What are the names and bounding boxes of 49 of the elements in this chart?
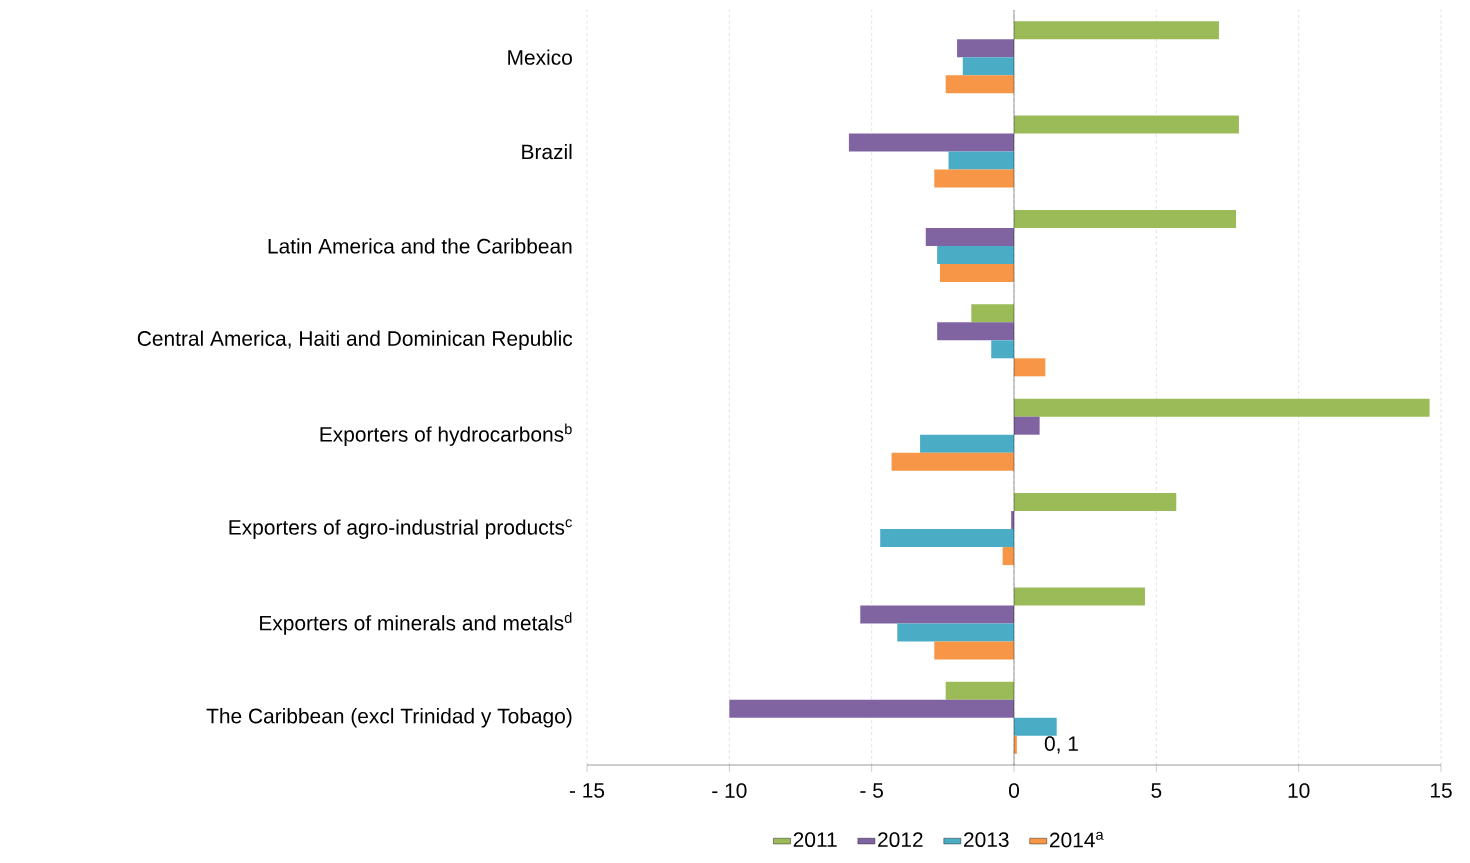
y-tick-label: Exporters of agro-industrial products$^{c}$ — [229, 519, 572, 539]
y-tick-label: Mexico — [508, 49, 572, 65]
bar — [891, 452, 1014, 471]
bar — [945, 75, 1014, 94]
bar — [945, 681, 1014, 700]
bar — [971, 304, 1014, 323]
y-tick-label: Exporters of hydrocarbons$^{b}$ — [320, 423, 572, 446]
bar — [1014, 115, 1239, 134]
legend-label: 2012 — [878, 832, 923, 848]
bar — [934, 169, 1014, 188]
bar — [1014, 416, 1040, 435]
x-tick-label: - 5 — [860, 783, 883, 798]
x-tick-label: - 10 — [712, 783, 747, 798]
y-tick-label: Exporters of minerals and metals$^{d}$ — [260, 612, 572, 635]
x-tick-label: 0 — [1009, 783, 1019, 798]
bar — [1014, 493, 1177, 512]
bar — [920, 434, 1014, 453]
x-tick-label: - 15 — [569, 783, 605, 798]
bar — [897, 623, 1014, 642]
bar — [848, 133, 1014, 152]
bar — [948, 151, 1014, 170]
x-tick-label: 5 — [1151, 783, 1162, 798]
bar — [962, 57, 1014, 76]
bar — [1014, 717, 1057, 736]
bar — [1014, 209, 1237, 228]
bar — [937, 245, 1014, 264]
y-tick-label: Brazil — [522, 143, 572, 160]
bar — [1014, 358, 1046, 377]
bar — [957, 39, 1014, 58]
bar — [880, 529, 1014, 548]
bar — [1014, 21, 1219, 40]
bar — [1014, 587, 1145, 606]
bar — [991, 340, 1014, 359]
y-tick-label: Central America, Haiti and Dominican Republic — [137, 330, 573, 351]
bar — [729, 699, 1014, 718]
bar — [939, 263, 1014, 282]
y-tick-label: Latin America and the Caribbean — [268, 238, 572, 254]
bar — [860, 605, 1014, 624]
x-tick-label: 15 — [1430, 783, 1452, 798]
x-tick-label: 10 — [1288, 783, 1310, 798]
y-tick-label: The Caribbean (excl Trinidad y Tobago) — [206, 708, 572, 728]
bar — [937, 322, 1014, 341]
bar — [934, 641, 1014, 660]
bar — [1014, 398, 1430, 417]
legend-label: 2013 — [964, 832, 1009, 848]
legend-label: 2014$^{a}$ — [1049, 831, 1104, 848]
bar — [925, 227, 1014, 246]
legend-label: 2011 — [793, 832, 837, 848]
annotation: 0, 1 — [1044, 736, 1078, 754]
